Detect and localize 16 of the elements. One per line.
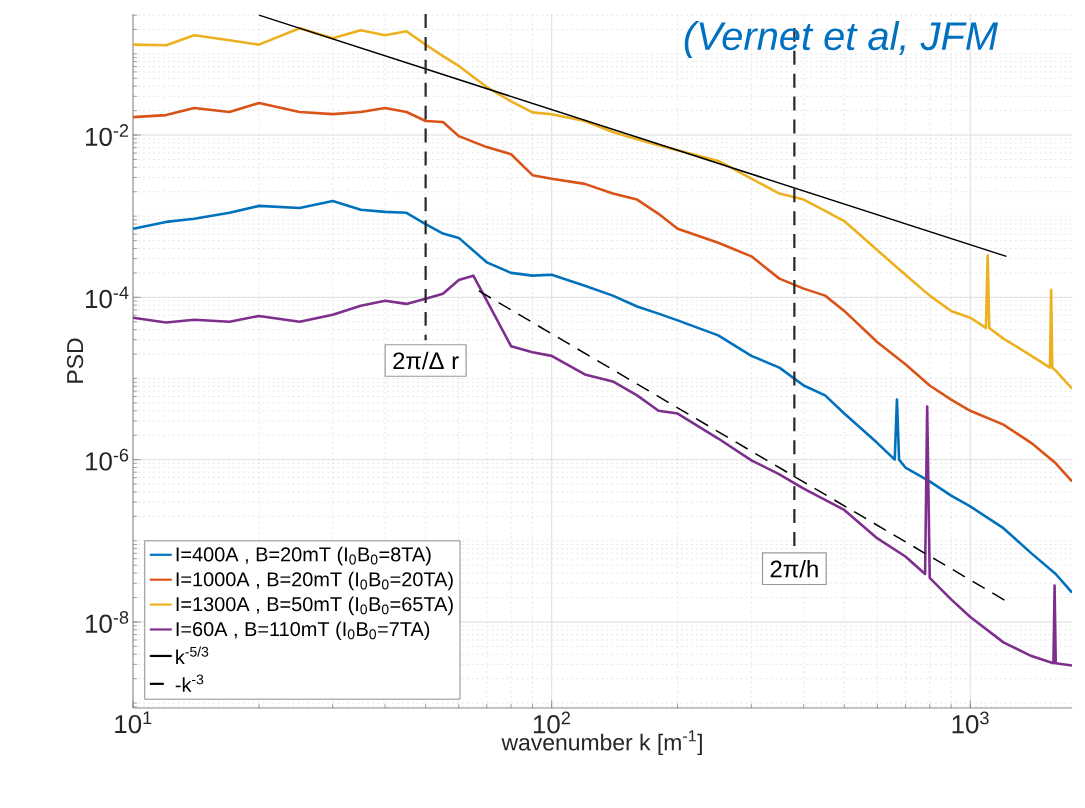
y-axis-title: PSD: [66, 338, 84, 383]
y-tick-label: 10$^{-2}$: [86, 124, 129, 146]
legend-label: I=1000A , B=20mT (I$_{0}$B$_{0}$=20TA): [176, 571, 453, 591]
ref-line-label: 2π/Δ r: [393, 351, 459, 370]
legend-label: I=400A , B=20mT (I$_{0}$B$_{0}$=8TA): [176, 546, 431, 566]
legend-label: k$^{-5/3}$: [176, 646, 209, 665]
y-tick-label: 10$^{-6}$: [86, 448, 129, 471]
ref-line-label: 2π/h: [770, 559, 818, 578]
legend-label: I=60A , B=110mT (I$_{0}$B$_{0}$=7TA): [176, 621, 430, 641]
y-tick-label: 10$^{-4}$: [86, 286, 129, 309]
x-tick-label: 10$^{1}$: [115, 711, 152, 734]
x-tick-label: 10$^{3}$: [952, 711, 989, 734]
y-tick-label: 10$^{-8}$: [86, 611, 129, 633]
legend-label: -k$^{-3}$: [175, 674, 204, 692]
legend-label: I=1300A , B=50mT (I$_{0}$B$_{0}$=65TA): [176, 596, 453, 616]
annotation: (Vernet et al, JFM: [684, 21, 999, 59]
